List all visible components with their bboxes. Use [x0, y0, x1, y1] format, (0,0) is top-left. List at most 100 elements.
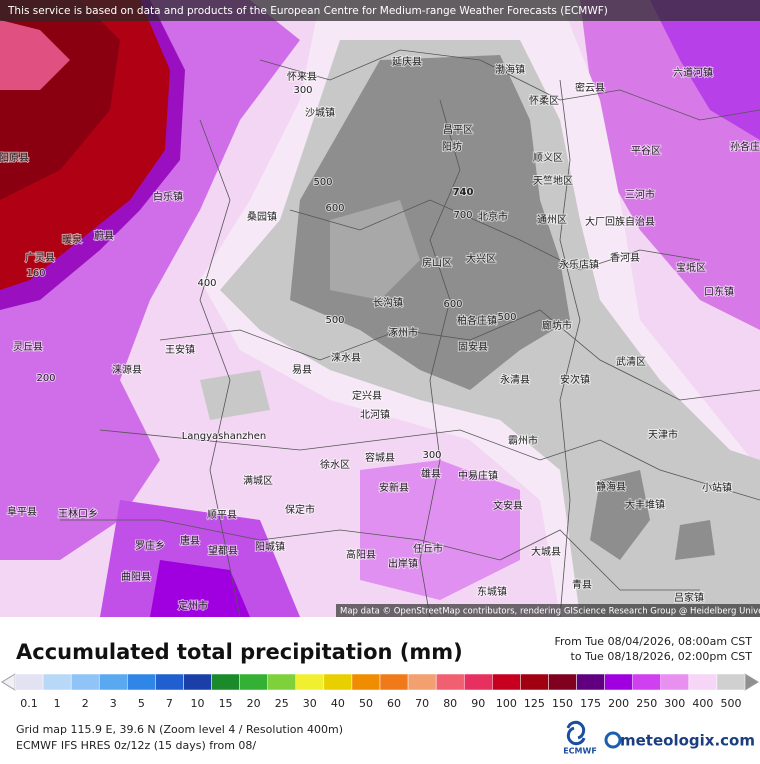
colorbar-arrow-left	[1, 673, 16, 691]
rain-area	[360, 460, 520, 600]
level-label: 100	[496, 697, 517, 710]
period-to: to Tue 08/18/2026, 02:00pm CST	[571, 650, 753, 663]
color-box	[351, 673, 381, 691]
place-label: 王林口乡	[58, 507, 98, 520]
place-label: 延庆县	[392, 55, 422, 68]
place-label: 满城区	[243, 475, 273, 487]
rain-area	[100, 500, 300, 617]
place-label: 口东镇	[704, 285, 734, 298]
place-label: 400	[197, 278, 216, 289]
level-label: 90	[471, 697, 485, 710]
level-label: 50	[359, 697, 373, 710]
place-label: 定州市	[178, 599, 208, 612]
place-label: 望都县	[208, 544, 238, 557]
place-label: 易县	[292, 364, 312, 376]
level-label: 25	[275, 697, 289, 710]
place-label: 徐水区	[320, 458, 350, 471]
colorbar-arrow-right	[744, 673, 759, 691]
rain-area	[330, 200, 420, 300]
level-label: 3	[110, 697, 117, 710]
place-label: 王安镇	[165, 343, 195, 356]
color-box	[295, 673, 325, 691]
level-label: 70	[415, 697, 429, 710]
place-label: 武清区	[616, 355, 646, 368]
color-box	[463, 673, 493, 691]
place-label: 孙各庄	[730, 140, 760, 153]
place-label: 东城镇	[477, 585, 507, 598]
level-label: 20	[247, 697, 261, 710]
place-label: 顺义区	[533, 152, 563, 164]
place-label: 廊坊市	[542, 319, 572, 332]
place-label: 保定市	[285, 503, 315, 516]
place-label: 涞水县	[331, 352, 361, 364]
place-label: 唐县	[180, 534, 200, 547]
place-label: 600	[443, 299, 462, 310]
color-box	[604, 673, 633, 691]
place-label: 顺平县	[207, 509, 237, 521]
color-box	[183, 673, 212, 691]
level-label: 10	[191, 697, 205, 710]
place-label: 平谷区	[631, 145, 661, 157]
place-label: 大丰堆镇	[625, 498, 665, 511]
banner-bar	[0, 0, 760, 21]
boundary	[199, 119, 241, 618]
place-label: 任丘市	[413, 542, 443, 555]
place-label: 宝坻区	[676, 261, 706, 274]
map: This service is based on data and produc…	[0, 0, 760, 618]
color-box	[379, 673, 409, 691]
place-label: 渤海镇	[495, 63, 525, 76]
color-box	[632, 673, 662, 691]
rain-area	[675, 520, 715, 560]
place-label: 高阳县	[346, 548, 376, 561]
place-label: 500	[325, 315, 344, 326]
rain-area	[200, 370, 270, 420]
model-info: ECMWF IFS HRES 0z/12z (15 days) from 08/	[16, 739, 256, 752]
place-label: 通州区	[537, 214, 567, 226]
color-box	[267, 673, 297, 691]
place-label: 固安县	[458, 340, 488, 353]
place-label: 北京市	[478, 210, 508, 223]
level-label: 200	[608, 697, 629, 710]
place-label: 700	[453, 210, 472, 221]
place-label: 怀柔区	[529, 95, 559, 107]
place-label: 阳坊	[442, 140, 462, 153]
ecmwf-logo	[566, 720, 586, 746]
period-from: From Tue 08/04/2026, 08:00am CST	[555, 635, 753, 648]
boundary	[259, 49, 760, 121]
boundary	[289, 199, 701, 271]
place-label: 涞源县	[112, 363, 142, 376]
boundary	[99, 429, 760, 501]
place-label: 桑园镇	[247, 210, 277, 223]
level-label: 30	[303, 697, 317, 710]
place-label: 定兴县	[352, 389, 382, 402]
place-label: 阳城镇	[255, 540, 285, 553]
place-label: 白乐镇	[153, 190, 183, 203]
place-label: 暖泉	[62, 233, 82, 246]
place-label: 香河县	[610, 252, 640, 264]
place-label: 阳原县	[0, 152, 29, 164]
level-label: 300	[664, 697, 685, 710]
level-label: 500	[720, 697, 741, 710]
place-label: 雄县	[421, 467, 441, 480]
place-label: 永乐店镇	[559, 258, 599, 271]
place-label: 600	[325, 203, 344, 214]
place-label: 阜平县	[7, 505, 37, 518]
place-label: 静海县	[596, 480, 626, 493]
attribution: Map data © OpenStreetMap contributors, r…	[340, 607, 760, 617]
place-label: 出岸镇	[388, 557, 418, 570]
place-label: 200	[36, 373, 55, 384]
ecmwf-name: ECMWF	[563, 747, 597, 756]
place-label: Langyashanzhen	[182, 431, 267, 442]
color-box	[42, 673, 72, 691]
place-label: 500	[313, 177, 332, 188]
rain-area	[290, 55, 570, 390]
level-label: 125	[524, 697, 545, 710]
color-box	[323, 673, 353, 691]
place-label: 天津市	[648, 428, 678, 441]
place-label: 300	[422, 450, 441, 461]
place-label: 昌平区	[443, 124, 473, 136]
level-label: 60	[387, 697, 401, 710]
color-box	[211, 673, 240, 691]
place-label: 160	[26, 268, 45, 279]
